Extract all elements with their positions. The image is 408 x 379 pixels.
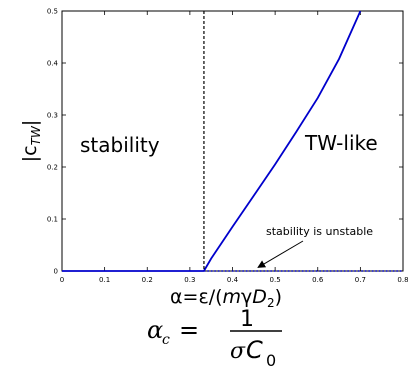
formula-den-sigma: σ <box>230 339 246 364</box>
x-tick-label: 0.5 <box>270 276 281 284</box>
x-tick-label: 0.3 <box>184 276 195 284</box>
x-tick-label: 0.7 <box>355 276 366 284</box>
formula-den-c: C <box>246 336 263 364</box>
y-tick-label: 0.5 <box>47 8 58 16</box>
formula-eq: = <box>179 316 199 344</box>
y-axis-label: |cTW| <box>19 120 43 162</box>
critical-alpha-formula: α c = 1 σ C 0 <box>147 307 282 370</box>
x-tick-label: 0.4 <box>227 276 239 284</box>
formula-lhs-sub: c <box>162 332 170 348</box>
x-tick-label: 0.8 <box>397 276 408 284</box>
y-tick-label: 0.1 <box>47 216 58 224</box>
x-tick-label: 0.2 <box>142 276 153 284</box>
data-series <box>62 10 403 272</box>
x-tick-label: 0 <box>60 276 64 284</box>
plot-area: 0 0.1 0.2 0.3 0.4 0.5 0.6 0.7 0.8 0 0.1 0.2 0.3 0.4 0.… <box>47 8 408 285</box>
y-tick-label: 0 <box>54 268 58 276</box>
x-tick-label: 0.6 <box>312 276 324 284</box>
y-tick-label: 0.2 <box>47 164 58 172</box>
x-axis-label: α=ε/(mγD2) <box>170 286 282 310</box>
formula-den-sub: 0 <box>266 351 276 370</box>
y-tick-label: 0.4 <box>47 60 59 68</box>
series-line-1 <box>203 10 362 272</box>
region-label-stability: stability <box>80 133 160 157</box>
annotation-text: stability is unstable <box>266 225 373 238</box>
x-tick-label: 0.1 <box>99 276 110 284</box>
formula-numerator: 1 <box>240 307 254 332</box>
y-tick-label: 0.3 <box>47 112 58 120</box>
annotation-arrow <box>257 240 304 268</box>
formula-lhs: α <box>147 316 163 344</box>
region-label-tw-like: TW-like <box>304 131 378 155</box>
